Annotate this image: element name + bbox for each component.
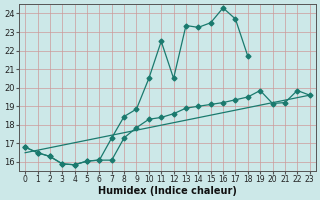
X-axis label: Humidex (Indice chaleur): Humidex (Indice chaleur) <box>98 186 237 196</box>
